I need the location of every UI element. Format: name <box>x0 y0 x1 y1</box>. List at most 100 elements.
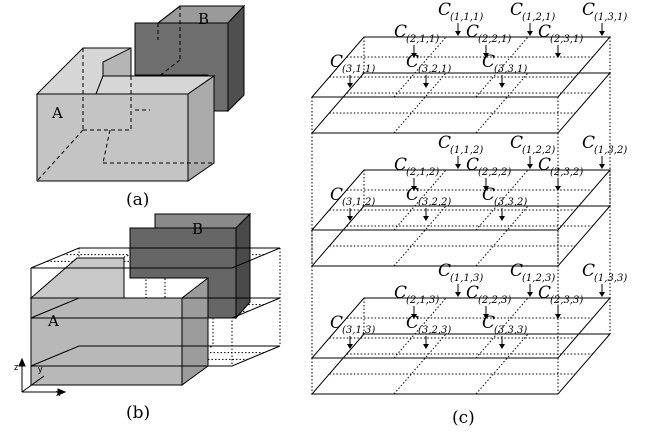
cell-pointer-arrowhead <box>347 344 353 349</box>
cell-label-subscript: (2,3,3) <box>550 295 583 306</box>
block-a-upright <box>29 257 125 299</box>
cell-label: C <box>538 22 551 42</box>
caption-c: (c) <box>452 408 475 428</box>
cell-label-subscript: (2,1,2) <box>406 167 439 178</box>
cell-label-subscript: (2,2,2) <box>478 167 511 178</box>
c-grid-line <box>475 36 529 98</box>
cell-label: C <box>394 22 407 42</box>
cell-label-subscript: (3,1,2) <box>342 197 375 208</box>
cell-pointer-arrowhead <box>499 83 505 88</box>
c-plane <box>310 72 612 134</box>
cell-pointer-arrowhead <box>423 216 429 221</box>
cell-pointer-arrowhead <box>555 186 561 191</box>
cell-label: C <box>538 155 551 175</box>
layer-plane <box>30 345 281 367</box>
cell-pointer-arrowhead <box>411 53 417 58</box>
caption-a: (a) <box>126 190 149 210</box>
cell-pointer-arrowhead <box>455 31 461 36</box>
cell-label-subscript: (3,2,3) <box>418 325 451 336</box>
cell-label-subscript: (2,2,1) <box>478 34 511 45</box>
cell-label: C <box>394 155 407 175</box>
cell-label: C <box>394 283 407 303</box>
c-layer-frames <box>310 36 612 395</box>
block-a-hidden-edge <box>36 129 84 182</box>
cell-label-subscript: (1,2,2) <box>522 145 555 156</box>
block-b-side <box>227 4 245 113</box>
cell-pointer-arrowhead <box>555 53 561 58</box>
block-b-edge <box>157 5 181 24</box>
c-grid-line <box>393 72 447 134</box>
cell-label-subscript: (3,3,1) <box>494 64 527 75</box>
c-grid-line <box>475 333 529 395</box>
cell-label-subscript: (3,3,3) <box>494 325 527 336</box>
coordinate-axes <box>18 357 67 396</box>
cell-pointer-arrowhead <box>423 83 429 88</box>
cell-label: C <box>406 52 419 72</box>
cell-pointer-arrowhead <box>411 186 417 191</box>
block-b: B <box>134 4 246 113</box>
cell-label: C <box>482 313 495 333</box>
cell-pointer-arrowhead <box>483 314 489 319</box>
cell-label: C <box>510 133 523 153</box>
cell-label: C <box>510 261 523 281</box>
c-grid-line <box>475 205 529 267</box>
cell-label-subscript: (3,2,1) <box>418 64 451 75</box>
cell-label: C <box>330 313 343 333</box>
c-grid-line <box>393 297 447 359</box>
cell-pointer-arrowhead <box>599 292 605 297</box>
layer-plane <box>30 247 281 269</box>
z-axis-label: z <box>14 362 19 372</box>
block-b-side <box>235 212 251 320</box>
block-a-upright-side <box>102 47 132 77</box>
block-a-hidden-edge <box>102 129 111 164</box>
cell-label-subscript: (1,1,1) <box>450 12 483 23</box>
cell-pointer-arrowhead <box>483 186 489 191</box>
cell-pointer-arrowhead <box>483 53 489 58</box>
c-grid-line <box>475 72 529 134</box>
cell-label: C <box>482 185 495 205</box>
cell-label: C <box>510 0 523 20</box>
cell-pointer-arrowhead <box>499 344 505 349</box>
cell-label-subscript: (3,2,2) <box>418 197 451 208</box>
panel-a: B A (a) <box>35 4 246 210</box>
cell-pointer-arrowhead <box>423 344 429 349</box>
cell-label: C <box>466 283 479 303</box>
block-a-label: A <box>51 104 63 122</box>
c-layer <box>310 169 612 267</box>
c-cell-labels: C(1,1,1) C(1,2,1) C(1,3,1)C(2,1,1) C(2,2,1)… <box>330 0 627 349</box>
c-grid-line <box>393 36 447 98</box>
c-grid-line <box>475 297 529 359</box>
cell-pointer-arrowhead <box>527 164 533 169</box>
x-axis-arrow <box>57 388 67 396</box>
cell-label: C <box>438 133 451 153</box>
y-axis <box>21 375 45 393</box>
cell-pointer-arrowhead <box>599 164 605 169</box>
y-axis-label: y <box>38 364 43 374</box>
cell-label-subscript: (1,1,2) <box>450 145 483 156</box>
cell-label-subscript: (1,3,2) <box>594 145 627 156</box>
cell-label-subscript: (1,2,1) <box>522 12 555 23</box>
cell-pointer-arrowhead <box>411 314 417 319</box>
x-axis-label: x <box>56 388 61 398</box>
cell-label: C <box>438 261 451 281</box>
cell-label-subscript: (3,3,2) <box>494 197 527 208</box>
cell-pointer-arrowhead <box>455 164 461 169</box>
caption-b: (b) <box>126 403 150 423</box>
cell-pointer-arrowhead <box>555 314 561 319</box>
cell-label: C <box>406 313 419 333</box>
cell-label-subscript: (1,3,3) <box>594 273 627 284</box>
panel-b: A B z y x (b) <box>14 212 281 423</box>
cell-label-subscript: (2,3,1) <box>550 34 583 45</box>
layer-plane <box>30 297 281 319</box>
c-plane <box>310 205 612 267</box>
cell-label-subscript: (2,1,3) <box>406 295 439 306</box>
block-a-side <box>187 75 215 182</box>
block-b: B <box>129 212 252 320</box>
c-grid-line <box>393 169 447 231</box>
cell-label-subscript: (3,1,3) <box>342 325 375 336</box>
cell-label-subscript: (2,3,2) <box>550 167 583 178</box>
block-b-label: B <box>192 220 203 238</box>
cell-label: C <box>582 261 595 281</box>
